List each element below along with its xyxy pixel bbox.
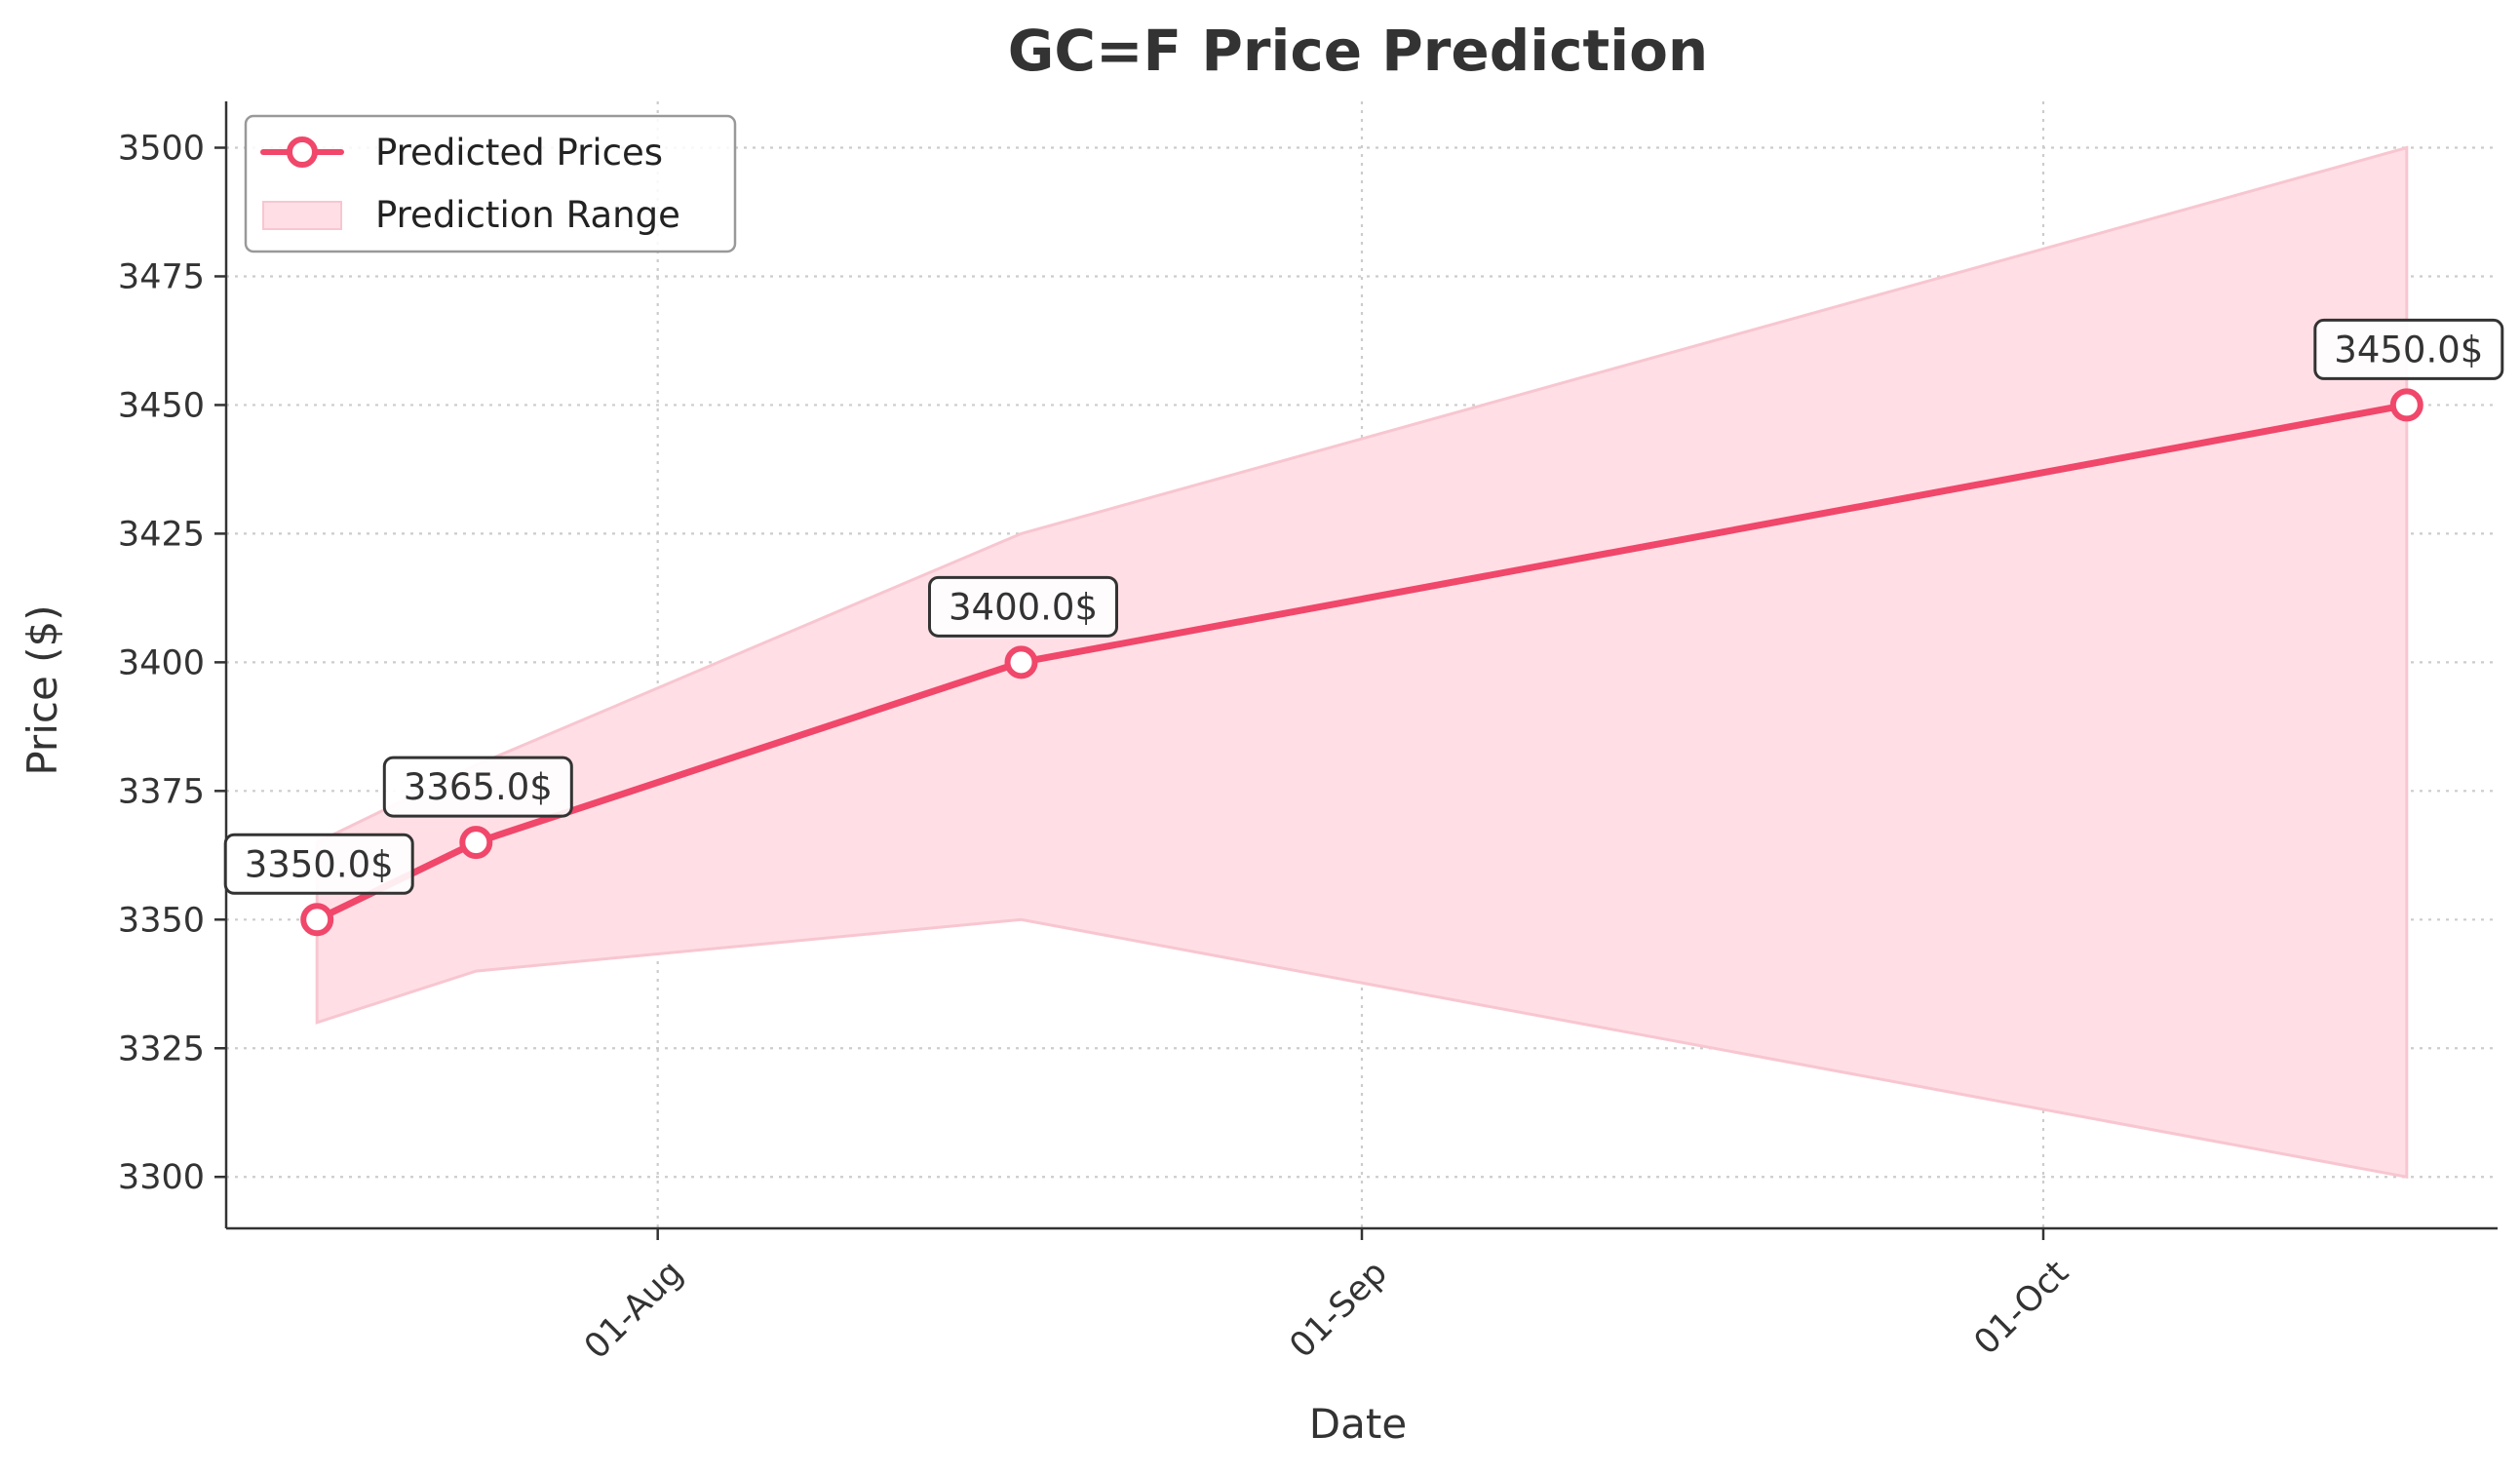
annotation-box [382,756,573,818]
annotation-box [928,575,1118,638]
annotations: 3350.0$3365.0$ 3400.0$ 3450.0$ [223,318,2504,895]
legend-frame [244,114,737,253]
y-tick-label: 3300 [118,1158,205,1197]
annotation-box [223,833,414,895]
prediction-range-band [315,145,2409,1180]
annotation-label: 3365.0$ [404,766,553,808]
annotation-label: 3450.0$ [2334,329,2483,370]
y-tick-label: 3425 [118,515,205,554]
chart-title: GC=F Price Prediction [1008,18,1708,84]
legend: Predicted Prices Prediction Range [244,114,737,253]
predicted-price-point [459,826,493,860]
legend-label-predicted-prices: Predicted Prices [375,132,663,174]
annotation-box [2313,318,2504,380]
y-axis-label: Price ($) [19,604,66,775]
y-tick-label: 3400 [118,643,205,682]
legend-label-prediction-range: Prediction Range [375,194,680,236]
prediction-range-layer [315,145,2409,1180]
predicted-price-point [2389,388,2423,422]
x-axis-label: Date [1309,1400,1407,1448]
legend-marker-swatch [287,136,318,168]
legend-range-swatch [262,201,342,230]
annotation-label: 3400.0$ [949,586,1098,628]
y-tick-label: 3450 [118,386,205,425]
y-tick-label: 3350 [118,901,205,940]
y-tick-label: 3375 [118,772,205,811]
y-ticks: 3300 3325 3350 3375 3400 3425 3450 3475 3500 [118,130,226,1197]
y-tick-label: 3500 [118,130,205,169]
y-tick-label: 3325 [118,1029,205,1068]
annotation-label: 3350.0$ [245,843,394,885]
predicted-price-point [300,903,334,937]
y-tick-label: 3475 [118,257,205,296]
predicted-price-point [1004,645,1038,679]
